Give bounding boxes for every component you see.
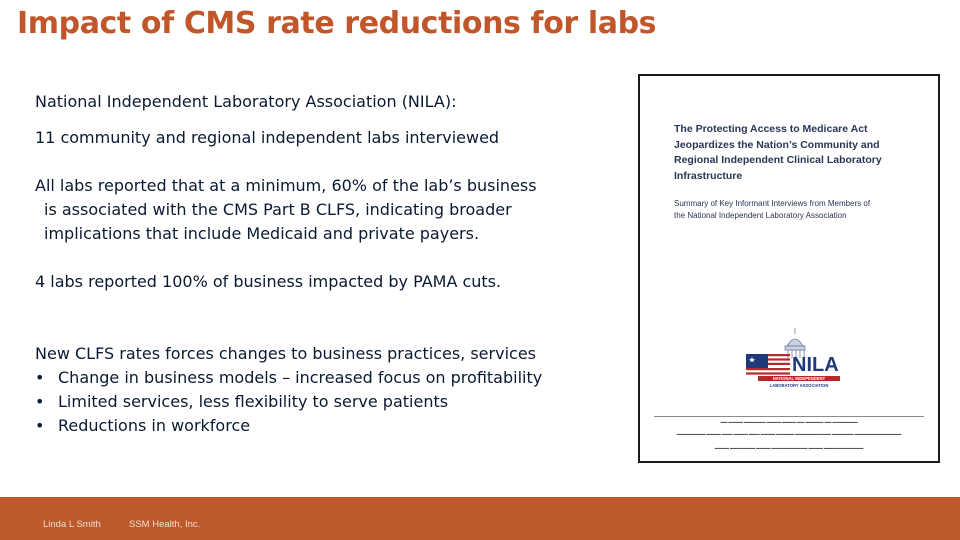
clfs-rates-heading: New CLFS rates forces changes to busines… — [35, 344, 536, 363]
interview-count-line: 11 community and regional independent la… — [35, 128, 500, 147]
report-title-line: Jeopardizes the Nation’s Community and — [674, 138, 880, 151]
footer-author: Linda L Smith — [43, 519, 101, 530]
report-footer-line: ▬▬ ▬▬▬▬ ▬▬▬▬▬▬ ▬▬▬▬ ▬▬▬▬ ▬▬ ▬▬▬▬▬ ▬▬ ▬▬▬… — [720, 420, 858, 424]
labs-reported-paragraph: All labs reported that at a minimum, 60%… — [35, 174, 537, 246]
labs-reported-line-1: All labs reported that at a minimum, 60%… — [35, 176, 537, 195]
report-title-line: Regional Independent Clinical Laboratory — [674, 154, 882, 166]
bullet-item: Change in business models – increased fo… — [35, 366, 542, 390]
slide-title: Impact of CMS rate reductions for labs — [17, 6, 657, 41]
footer-band — [0, 497, 960, 540]
report-footer-line: ▬▬▬▬▬▬▬▬ ▬▬▬▬ ▬▬▬ ▬▬▬▬ ▬▬▬ ▬▬▬▬ ▬▬▬▬▬ ▬▬… — [676, 432, 902, 436]
logo-line-1: NATIONAL INDEPENDENT — [773, 376, 826, 381]
logo-wordmark: NILA — [792, 354, 839, 376]
report-subtitle: Summary of Key Informant Interviews from… — [674, 198, 924, 222]
report-title-line: The Protecting Access to Medicare Act — [674, 123, 868, 135]
bullet-item: Limited services, less flexibility to se… — [35, 390, 542, 414]
report-cover-image: The Protecting Access to Medicare Act Je… — [638, 74, 940, 463]
nila-logo: NILA NATIONAL INDEPENDENT LABORATORY ASS… — [746, 328, 840, 388]
bullet-item: Reductions in workforce — [35, 414, 542, 438]
logo-line-2: LABORATORY ASSOCIATION — [770, 383, 829, 388]
labs-reported-line-2: is associated with the CMS Part B CLFS, … — [44, 200, 512, 219]
flag-icon — [746, 354, 790, 375]
report-subtitle-line: the National Independent Laboratory Asso… — [674, 211, 847, 220]
footer-organization: SSM Health, Inc. — [129, 519, 201, 530]
report-subtitle-line: Summary of Key Informant Interviews from… — [674, 199, 871, 208]
report-title: The Protecting Access to Medicare Act Je… — [674, 122, 924, 184]
report-title-line: Infrastructure — [674, 169, 743, 182]
intro-line: National Independent Laboratory Associat… — [35, 92, 457, 111]
labs-reported-line-3: implications that include Medicaid and p… — [44, 224, 480, 243]
clfs-rates-paragraph: New CLFS rates forces changes to busines… — [35, 342, 542, 438]
pama-impact-line: 4 labs reported 100% of business impacte… — [35, 272, 502, 291]
report-divider — [654, 416, 924, 417]
impact-bullet-list: Change in business models – increased fo… — [35, 366, 542, 438]
capitol-dome-icon — [784, 328, 806, 358]
report-footer-line: ▬▬▬▬ ▬▬▬▬▬▬▬ ▬▬▬▬ ▬▬▬▬▬▬▬▬▬▬ ▬▬▬▬ ▬▬▬▬▬▬… — [714, 446, 864, 450]
